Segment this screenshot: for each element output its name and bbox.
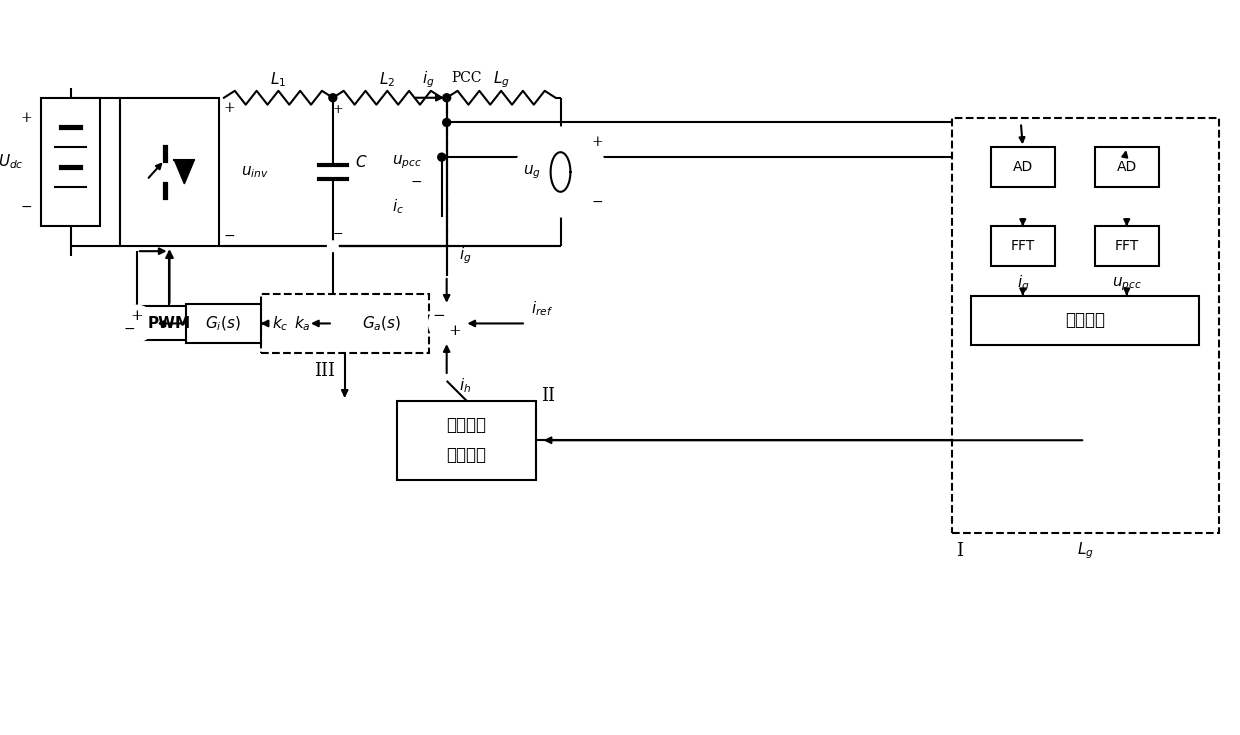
Bar — [991, 147, 1055, 187]
Text: −: − — [20, 200, 32, 214]
Text: $L_g$: $L_g$ — [492, 70, 510, 90]
Text: PWM: PWM — [148, 316, 191, 331]
Circle shape — [443, 118, 450, 126]
Text: −: − — [591, 195, 603, 209]
Text: $L_g$: $L_g$ — [1076, 541, 1094, 562]
Text: 参数设置: 参数设置 — [446, 447, 486, 464]
Text: $i_h$: $i_h$ — [459, 376, 471, 395]
Bar — [971, 295, 1199, 345]
Text: +: + — [591, 135, 603, 149]
Bar — [270, 304, 335, 343]
Text: −: − — [332, 228, 343, 241]
Text: PCC: PCC — [451, 71, 482, 85]
Text: $G_a(s)$: $G_a(s)$ — [362, 315, 401, 333]
Text: −: − — [123, 321, 135, 335]
Text: +: + — [224, 101, 236, 115]
Bar — [120, 98, 219, 246]
Bar — [254, 306, 308, 340]
Text: $i_{ref}$: $i_{ref}$ — [531, 299, 553, 318]
Text: $U_{dc}$: $U_{dc}$ — [0, 153, 24, 171]
Text: $L_2$: $L_2$ — [379, 71, 396, 89]
Text: $i_c$: $i_c$ — [392, 197, 404, 216]
Text: $C$: $C$ — [355, 154, 367, 170]
Text: 阻抗计算: 阻抗计算 — [1065, 312, 1105, 329]
Bar — [260, 294, 429, 353]
Text: $u_{inv}$: $u_{inv}$ — [241, 164, 269, 180]
Circle shape — [327, 241, 337, 251]
Text: −: − — [224, 229, 236, 243]
Text: I: I — [956, 542, 963, 560]
Circle shape — [438, 153, 445, 161]
Bar — [991, 226, 1055, 266]
Text: $u_g$: $u_g$ — [523, 163, 541, 181]
Text: $L_1$: $L_1$ — [270, 71, 286, 89]
Text: $i_g$: $i_g$ — [1017, 273, 1029, 294]
Bar — [1095, 147, 1159, 187]
Text: AD: AD — [1117, 160, 1137, 174]
Text: FFT: FFT — [1011, 239, 1035, 254]
Bar — [1095, 226, 1159, 266]
Text: II: II — [541, 387, 554, 405]
Text: −: − — [410, 175, 422, 189]
Text: AD: AD — [1013, 160, 1033, 174]
Circle shape — [429, 306, 465, 341]
Text: $G_i(s)$: $G_i(s)$ — [205, 315, 241, 333]
Text: FFT: FFT — [1115, 239, 1138, 254]
Bar — [397, 401, 536, 480]
Text: +: + — [332, 103, 343, 116]
Text: $k_a$: $k_a$ — [294, 314, 310, 333]
Text: −: − — [433, 309, 445, 323]
Text: 超前校正: 超前校正 — [446, 417, 486, 434]
Circle shape — [516, 127, 605, 217]
Circle shape — [329, 94, 337, 101]
Text: $u_{pcc}$: $u_{pcc}$ — [392, 154, 422, 171]
Text: $i_g$: $i_g$ — [459, 245, 471, 266]
Text: $u_{pcc}$: $u_{pcc}$ — [1112, 275, 1142, 293]
Text: $k_c$: $k_c$ — [272, 314, 289, 333]
Text: +: + — [130, 309, 143, 323]
Text: III: III — [315, 362, 335, 380]
Bar — [951, 118, 1219, 534]
Bar — [186, 304, 260, 343]
Circle shape — [119, 306, 155, 341]
Text: +: + — [448, 324, 461, 338]
Polygon shape — [175, 160, 195, 184]
Bar — [135, 306, 205, 340]
Text: $i_g$: $i_g$ — [423, 70, 435, 90]
Bar — [345, 304, 419, 343]
Circle shape — [443, 94, 450, 101]
Bar — [41, 98, 100, 226]
Text: +: + — [20, 110, 32, 124]
